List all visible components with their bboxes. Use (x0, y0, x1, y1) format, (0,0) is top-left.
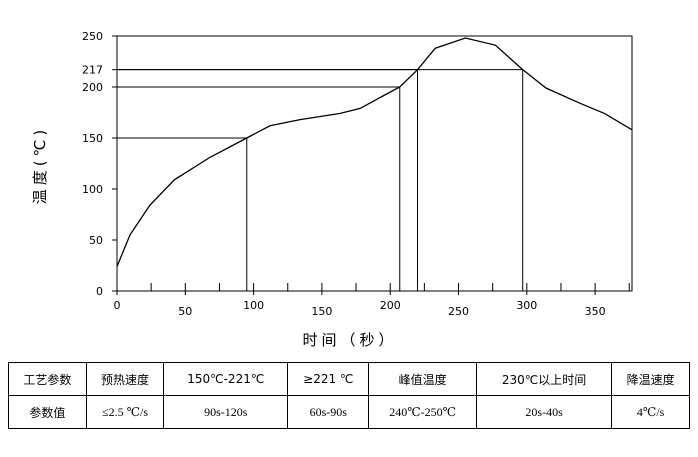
x-tick-label: 50 (178, 305, 192, 318)
table-header-cell: 降温速度 (611, 362, 690, 396)
table-header-cell: 工艺参数 (8, 362, 87, 396)
y-axis-label: 温度(℃) (31, 126, 49, 205)
y-tick-label: 50 (89, 234, 103, 247)
table-cell: 20s-40s (475, 395, 613, 429)
table-cell: 90s-120s (163, 395, 289, 429)
y-tick-label: 0 (96, 285, 103, 298)
temperature-curve (116, 37, 633, 267)
chart: 温度(℃) 时间（秒） 0 50 100 150 200 217 250 0 50 100 150 2… (31, 30, 633, 349)
table-header-cell: 预热速度 (85, 362, 165, 396)
x-tick-label: 100 (243, 299, 264, 312)
table-cell: 240℃-250℃ (368, 395, 477, 429)
table-row: 工艺参数 预热速度 150℃-221℃ ≥221 ℃ 峰值温度 230℃以上时间 降温速度 (8, 362, 690, 396)
plot-frame (116, 35, 633, 292)
x-tick-label: 200 (380, 299, 401, 312)
table-cell: ≤2.5 ℃/s (85, 395, 165, 429)
y-tick-label: 100 (82, 183, 103, 196)
y-tick-label: 200 (82, 81, 103, 94)
x-axis-label: 时间（秒） (302, 331, 397, 349)
x-tick-label: 250 (448, 305, 469, 318)
x-tick-label: 350 (585, 305, 606, 318)
x-tick-label: 150 (311, 305, 332, 318)
table-header-cell: ≥221 ℃ (287, 362, 370, 396)
y-tick-label: 217 (82, 64, 103, 77)
y-tick-label: 250 (82, 30, 103, 43)
table-cell: 4℃/s (611, 395, 690, 429)
table-header-cell: 峰值温度 (368, 362, 477, 396)
table-cell: 60s-90s (287, 395, 370, 429)
table-header-cell: 150℃-221℃ (163, 362, 289, 396)
table-cell: 参数值 (8, 395, 87, 429)
y-tick-label: 150 (82, 132, 103, 145)
x-tick-label: 0 (114, 299, 121, 312)
table-header-cell: 230℃以上时间 (475, 362, 613, 396)
parameter-table: 工艺参数 预热速度 150℃-221℃ ≥221 ℃ 峰值温度 230℃以上时间 降温速度参… (8, 362, 690, 429)
x-tick-label: 300 (516, 299, 537, 312)
table-row: 参数值 ≤2.5 ℃/s 90s-120s 60s-90s 240℃-250℃ 20s-4… (8, 395, 690, 429)
